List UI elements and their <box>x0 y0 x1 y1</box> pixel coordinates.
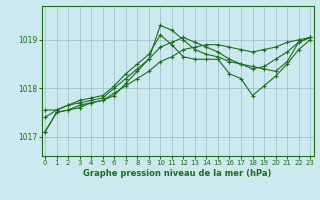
X-axis label: Graphe pression niveau de la mer (hPa): Graphe pression niveau de la mer (hPa) <box>84 169 272 178</box>
